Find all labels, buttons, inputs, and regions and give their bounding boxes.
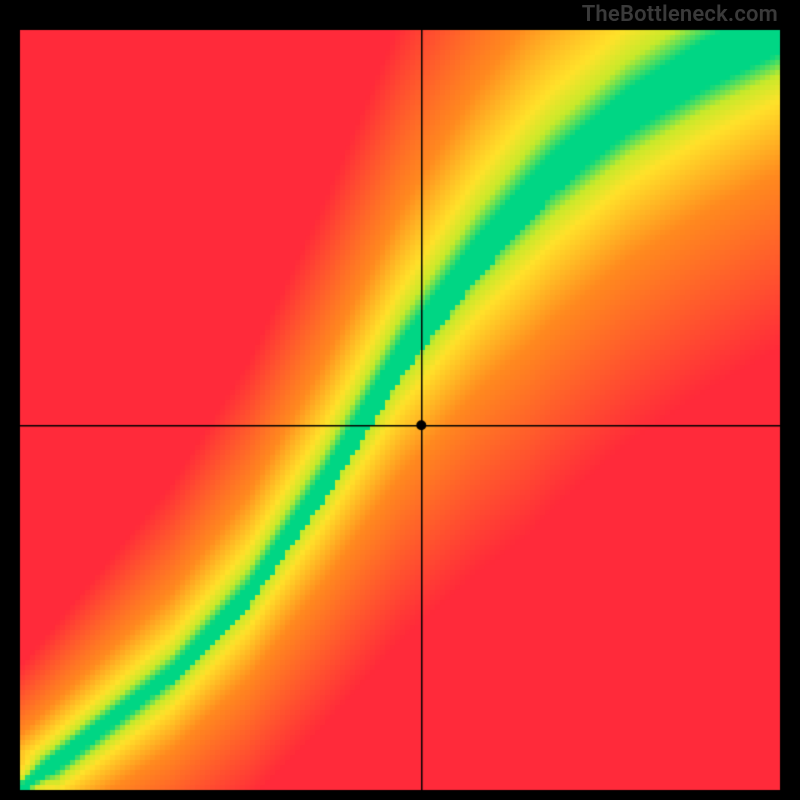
heatmap-canvas <box>0 0 800 800</box>
watermark-text: TheBottleneck.com <box>582 2 778 27</box>
bottleneck-heatmap-frame: TheBottleneck.com <box>0 0 800 800</box>
